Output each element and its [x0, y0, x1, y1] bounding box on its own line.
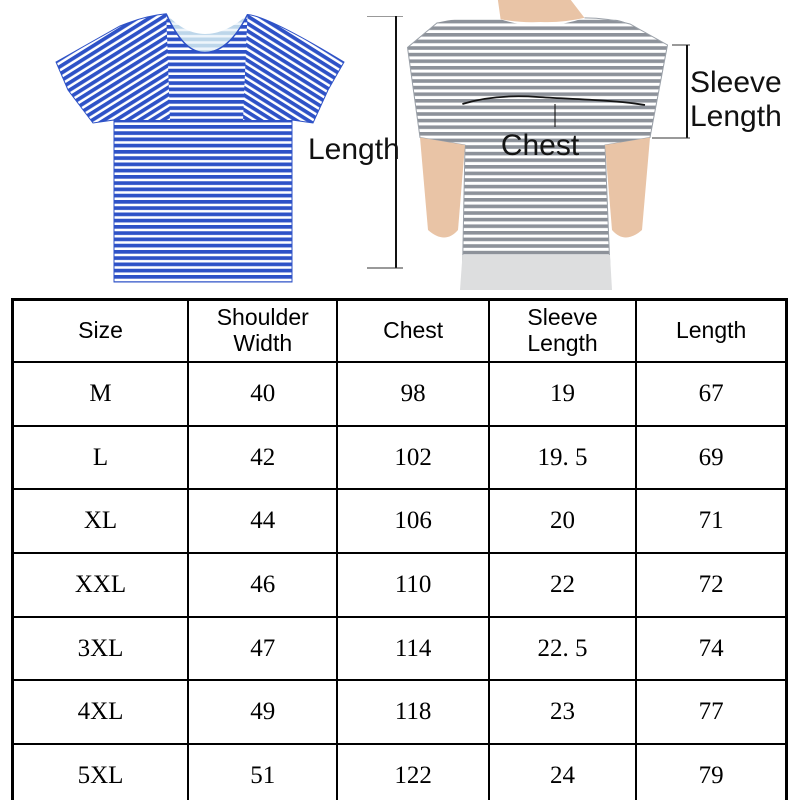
- svg-text:Chest: Chest: [501, 129, 580, 162]
